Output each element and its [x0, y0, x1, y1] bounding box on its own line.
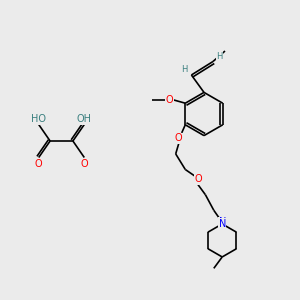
Text: O: O [194, 174, 202, 184]
Text: O: O [35, 159, 43, 169]
Text: OH: OH [77, 114, 92, 124]
Text: H: H [216, 52, 223, 61]
Text: O: O [166, 94, 173, 105]
Text: O: O [80, 159, 88, 169]
Text: H: H [182, 65, 188, 74]
Text: O: O [175, 133, 182, 143]
Text: HO: HO [31, 114, 46, 124]
Text: N: N [218, 219, 226, 229]
Text: N: N [218, 217, 226, 227]
